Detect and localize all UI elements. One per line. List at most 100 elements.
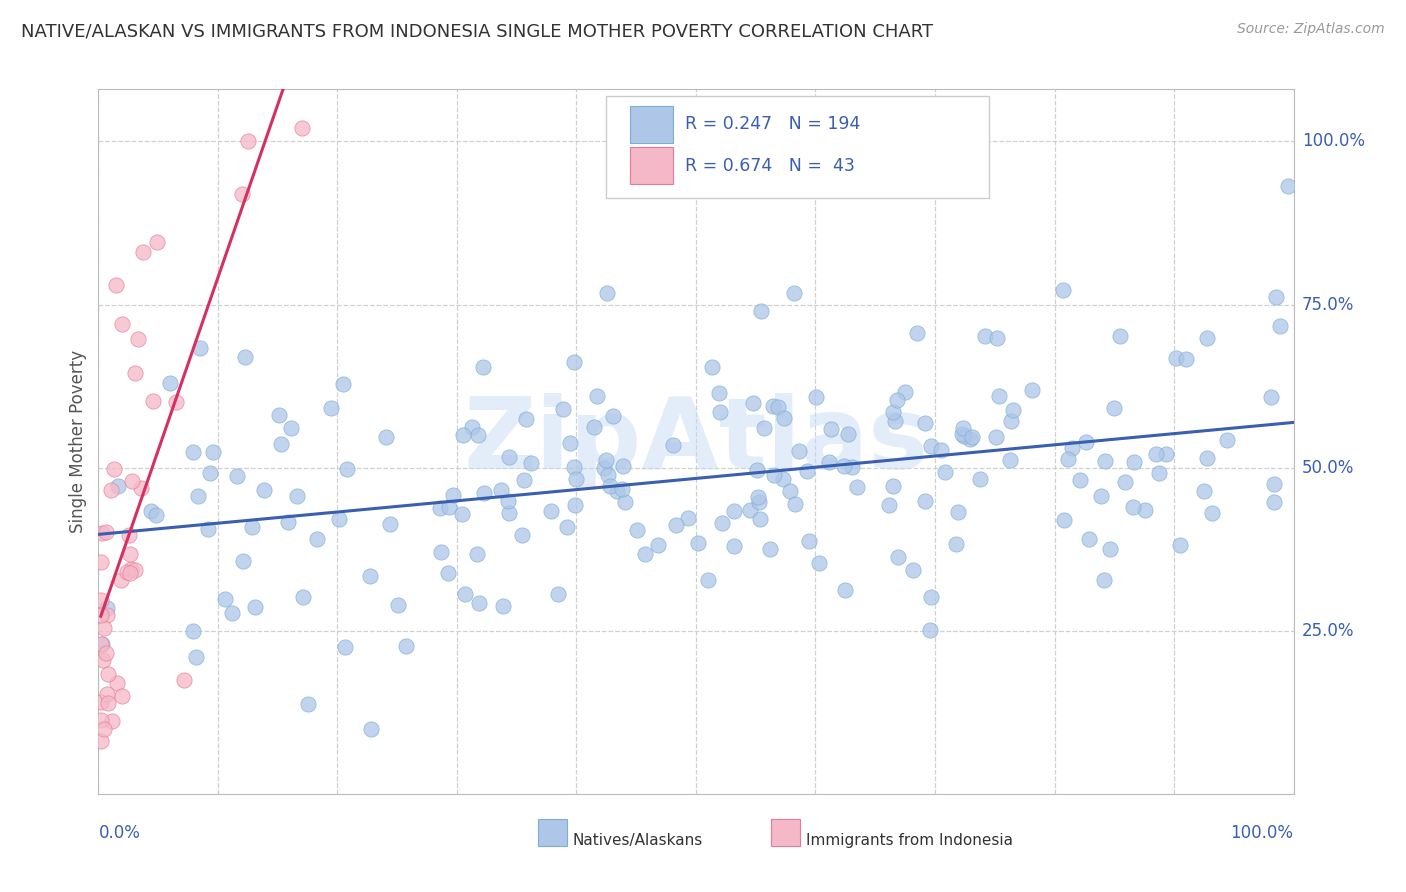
Point xyxy=(596,286,619,301)
Point xyxy=(918,623,941,637)
Point xyxy=(583,420,606,434)
Point xyxy=(1099,542,1122,557)
Point xyxy=(998,453,1021,467)
Point xyxy=(375,430,398,444)
Point xyxy=(96,646,118,660)
Point xyxy=(111,317,134,331)
Point xyxy=(498,450,520,465)
Point xyxy=(1192,483,1215,498)
Text: R = 0.674   N =  43: R = 0.674 N = 43 xyxy=(685,157,855,175)
Point xyxy=(1201,506,1223,520)
Point xyxy=(700,360,723,375)
FancyBboxPatch shape xyxy=(630,106,673,143)
Point xyxy=(188,341,211,355)
Point xyxy=(181,624,204,638)
Point xyxy=(181,444,204,458)
Point xyxy=(187,489,209,503)
Point xyxy=(1094,454,1116,468)
Point xyxy=(280,421,302,435)
Point xyxy=(820,422,842,436)
Point xyxy=(920,439,942,453)
Point xyxy=(378,517,401,532)
Text: R = 0.247   N = 194: R = 0.247 N = 194 xyxy=(685,115,860,133)
Point xyxy=(934,465,956,479)
Point xyxy=(359,569,381,583)
Point xyxy=(460,419,482,434)
Point xyxy=(520,456,543,470)
Point xyxy=(159,376,181,391)
Point xyxy=(1154,447,1177,461)
Point xyxy=(439,500,461,514)
Point xyxy=(806,391,828,405)
Point xyxy=(948,505,970,519)
Point xyxy=(887,549,910,564)
Point xyxy=(773,411,796,425)
Point xyxy=(96,601,118,615)
Point xyxy=(253,483,276,497)
Point xyxy=(105,277,128,292)
Point xyxy=(893,385,915,400)
Point xyxy=(1078,533,1101,547)
Point xyxy=(214,592,236,607)
Point xyxy=(451,507,474,521)
Text: Natives/Alaskans: Natives/Alaskans xyxy=(572,832,703,847)
Point xyxy=(613,494,636,508)
Point xyxy=(467,428,489,442)
Point xyxy=(555,520,578,534)
Point xyxy=(1216,433,1239,447)
Point xyxy=(90,637,112,651)
Point xyxy=(610,482,633,496)
Point xyxy=(197,522,219,536)
Point xyxy=(564,499,586,513)
Point xyxy=(920,590,942,604)
Point xyxy=(97,667,120,681)
Point xyxy=(297,698,319,712)
Point xyxy=(748,495,770,509)
Point xyxy=(1268,319,1291,334)
Point xyxy=(1092,573,1115,587)
Point xyxy=(783,285,806,300)
Point xyxy=(240,520,263,534)
Point xyxy=(723,504,745,518)
FancyBboxPatch shape xyxy=(630,147,673,184)
Point xyxy=(145,508,167,522)
Point xyxy=(1114,475,1136,489)
Point xyxy=(626,523,648,537)
Point xyxy=(914,494,936,508)
Point xyxy=(335,461,357,475)
Point xyxy=(1195,331,1218,345)
Point xyxy=(953,429,976,443)
Point xyxy=(468,596,491,610)
Point xyxy=(124,367,146,381)
Point xyxy=(139,504,162,518)
Point xyxy=(763,468,786,483)
FancyBboxPatch shape xyxy=(538,819,567,846)
Point xyxy=(882,479,904,493)
Point xyxy=(270,437,292,451)
Point xyxy=(599,479,621,493)
Point xyxy=(198,466,221,480)
Text: Immigrants from Indonesia: Immigrants from Indonesia xyxy=(806,832,1012,847)
Point xyxy=(540,504,562,518)
Text: ZipAtlas: ZipAtlas xyxy=(464,393,928,490)
Point xyxy=(886,392,908,407)
Text: 50.0%: 50.0% xyxy=(1302,458,1354,476)
Point xyxy=(515,411,537,425)
Text: 100.0%: 100.0% xyxy=(1302,132,1365,151)
Point xyxy=(121,475,143,489)
Point xyxy=(90,637,112,651)
Point xyxy=(231,186,253,201)
Point xyxy=(662,437,685,451)
Point xyxy=(1052,283,1074,297)
Point xyxy=(96,524,118,539)
Point xyxy=(1166,351,1188,365)
Point xyxy=(914,416,936,430)
Point xyxy=(430,545,453,559)
Point xyxy=(453,587,475,601)
Point xyxy=(710,516,733,530)
Point xyxy=(742,396,765,410)
Point xyxy=(1133,502,1156,516)
Y-axis label: Single Mother Poverty: Single Mother Poverty xyxy=(69,350,87,533)
Point xyxy=(665,517,688,532)
Point xyxy=(360,722,382,736)
